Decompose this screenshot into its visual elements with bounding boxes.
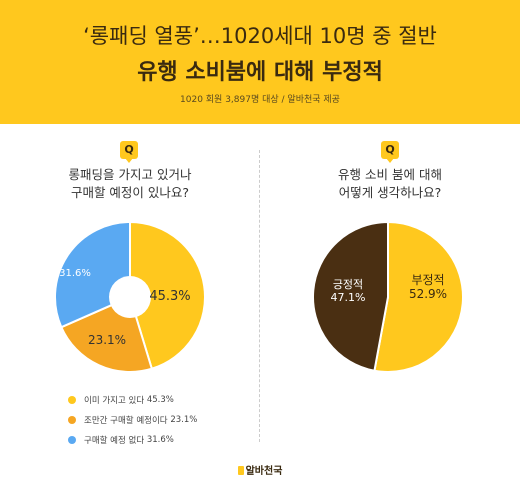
pie1-slice-1 — [312, 220, 389, 372]
brand-name: 알바천국 — [245, 466, 283, 477]
pie0-slice-0 — [129, 220, 206, 371]
headline: ‘롱패딩 열풍’…1020세대 10명 중 절반 — [83, 24, 437, 48]
brand-mark-icon — [237, 466, 244, 475]
sub-headline: 유행 소비붐에 대해 부정적 — [137, 60, 383, 85]
legend-value: 45.3% — [146, 395, 174, 405]
brand-logo: 알바천국 — [0, 462, 520, 477]
legend-swatch — [68, 396, 76, 404]
survey-source: 1020 회원 3,897명 대상 / 알바천국 제공 — [180, 95, 340, 105]
question-badge-left: Q — [120, 141, 138, 163]
legend-label: 구매할 예정 없다 — [84, 436, 145, 446]
legend: 이미 가지고 있다 45.3% 조만간 구매할 예정이다 23.1% 구매할 예… — [68, 390, 197, 450]
legend-item: 조만간 구매할 예정이다 23.1% — [68, 410, 197, 430]
legend-item: 구매할 예정 없다 31.6% — [68, 430, 197, 450]
header-banner: ‘롱패딩 열풍’…1020세대 10명 중 절반 유행 소비붐에 대해 부정적 … — [0, 0, 520, 124]
left-question: 롱패딩을 가지고 있거나 구매할 예정이 있나요? — [40, 166, 220, 202]
right-question-line1: 유행 소비 붐에 대해 — [338, 167, 442, 182]
pie0-data-label-1: 23.1% — [88, 333, 126, 347]
legend-label: 조만간 구매할 예정이다 — [84, 416, 168, 426]
legend-item: 이미 가지고 있다 45.3% — [68, 390, 197, 410]
question-badge-right: Q — [381, 141, 399, 163]
legend-label: 이미 가지고 있다 — [84, 396, 145, 406]
pie1-data-label-1: 긍정적 47.1% — [331, 278, 366, 304]
pie1-slice-0 — [373, 220, 464, 373]
left-question-line2: 구매할 예정이 있나요? — [70, 185, 190, 200]
pie1-data-label-0: 부정적 52.9% — [409, 273, 447, 301]
pie0-center-hole — [109, 276, 151, 318]
pie0-data-label-2: 31.6% — [59, 268, 91, 279]
legend-swatch — [68, 416, 76, 424]
left-question-line1: 롱패딩을 가지고 있거나 — [68, 167, 192, 182]
legend-swatch — [68, 436, 76, 444]
right-question: 유행 소비 붐에 대해 어떻게 생각하나요? — [300, 166, 480, 202]
right-question-line2: 어떻게 생각하나요? — [338, 185, 442, 200]
dashed-divider — [259, 150, 260, 442]
legend-value: 31.6% — [146, 435, 174, 445]
legend-value: 23.1% — [170, 415, 198, 425]
pie0-data-label-0: 45.3% — [149, 289, 190, 304]
